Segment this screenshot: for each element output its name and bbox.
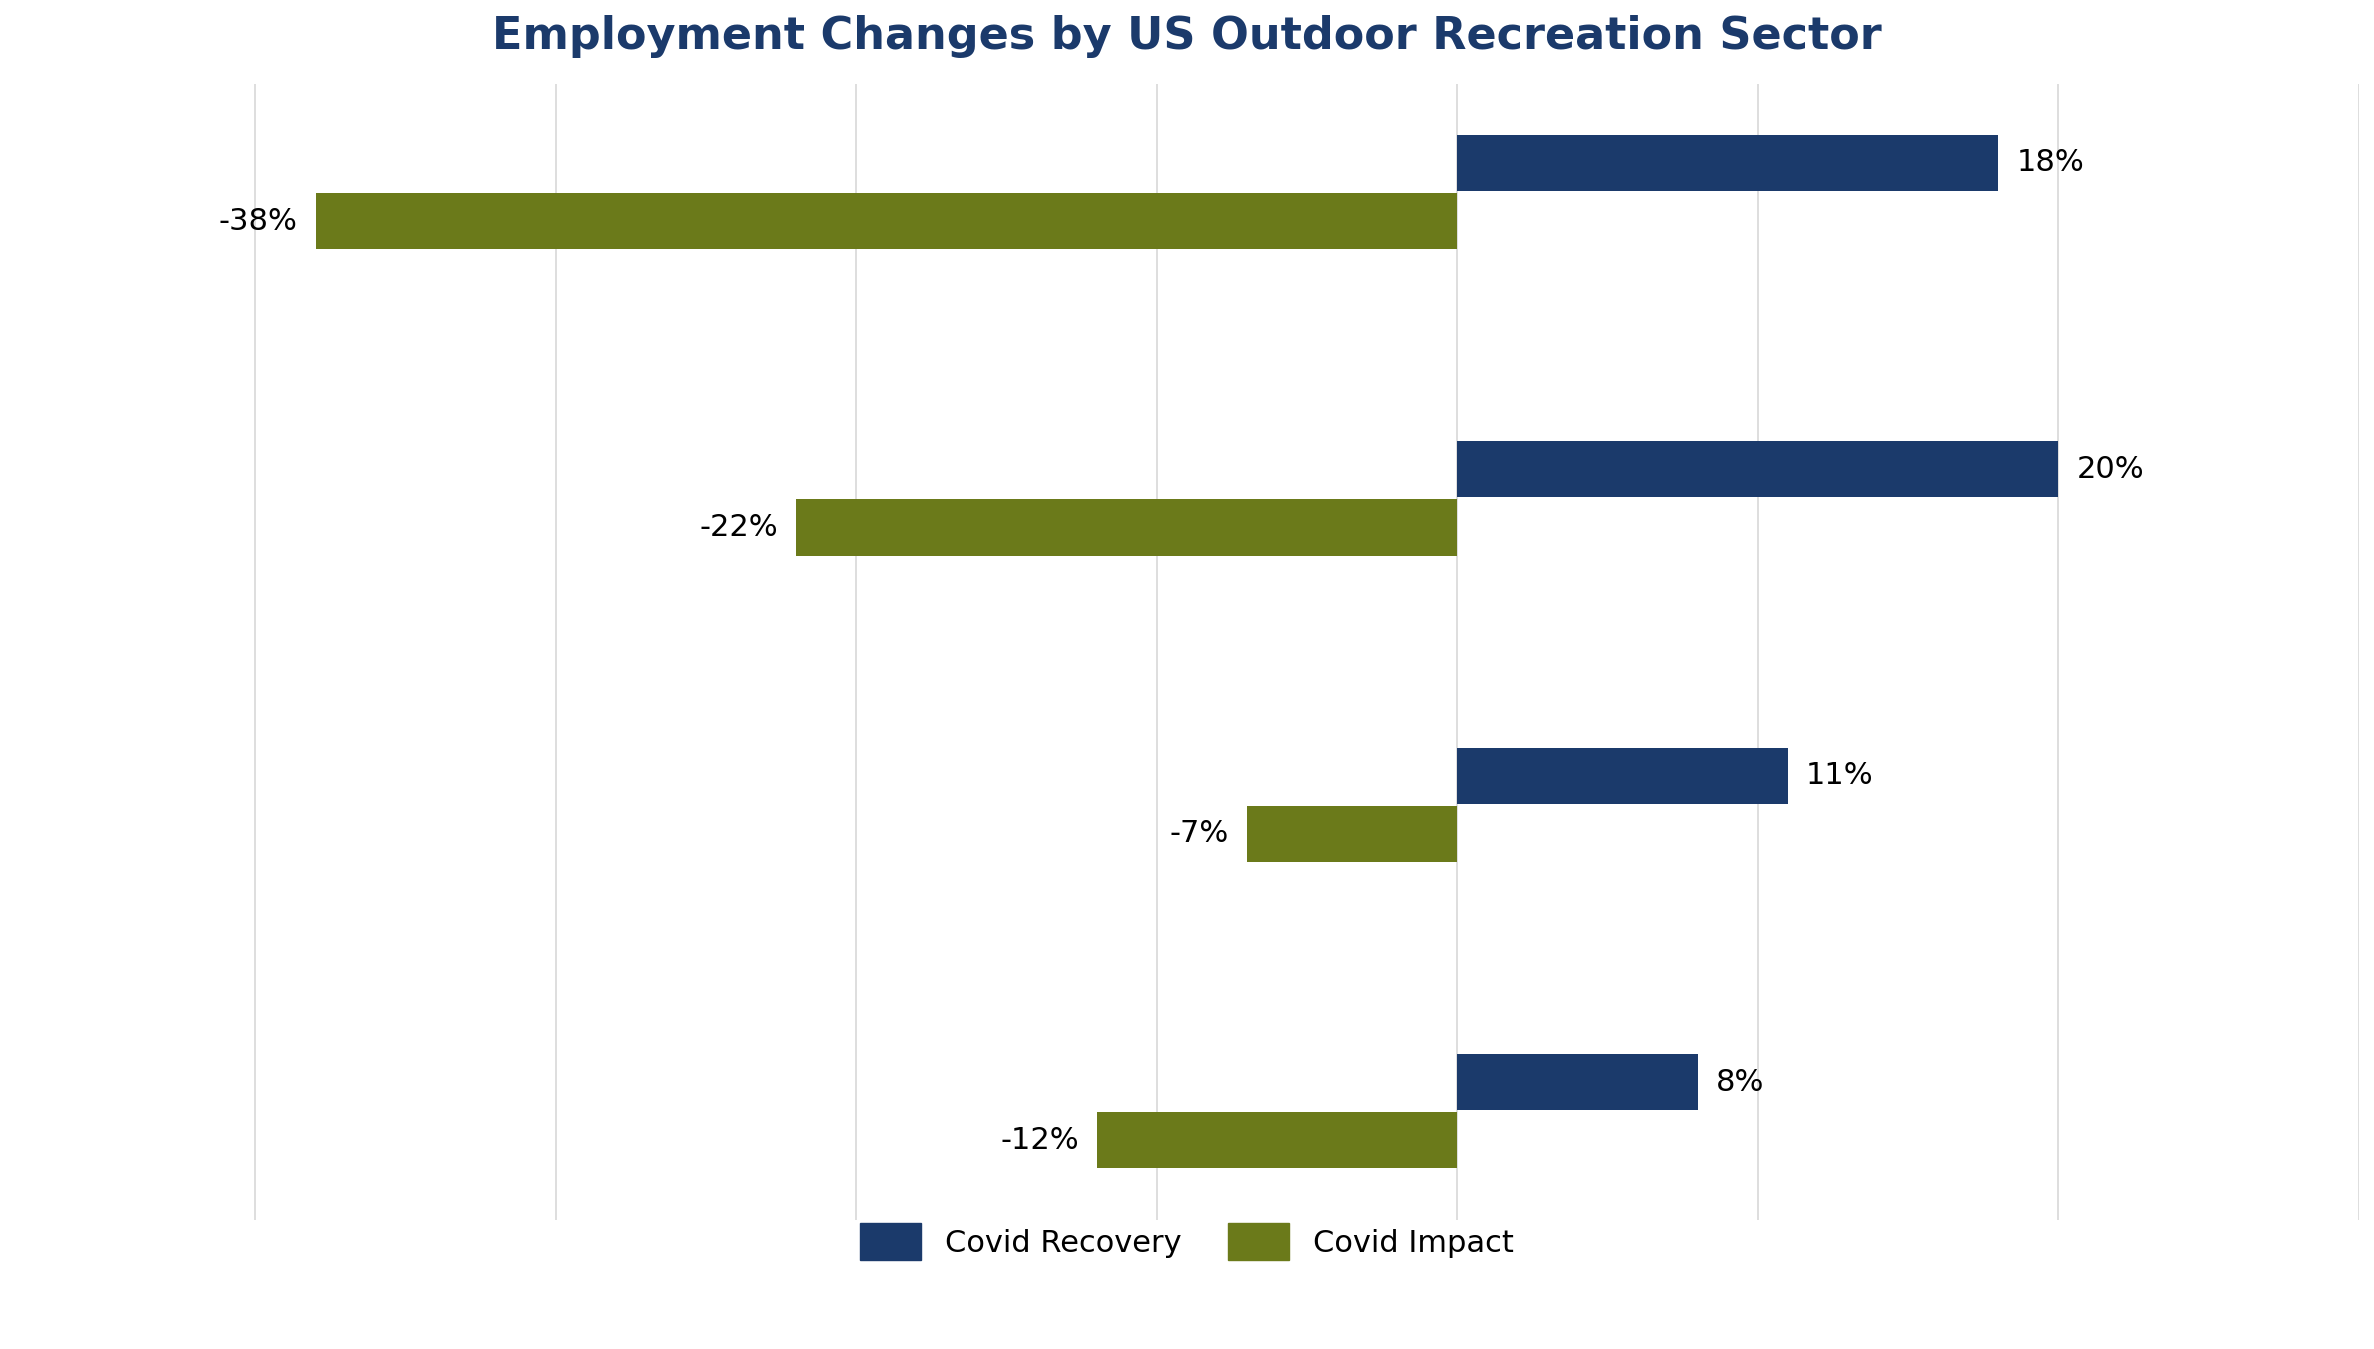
Bar: [1458, 135, 1999, 192]
Text: -12%: -12%: [999, 1126, 1078, 1155]
Text: -22%: -22%: [700, 513, 779, 542]
Text: 11%: 11%: [1807, 761, 1873, 791]
Bar: [316, 193, 1458, 250]
Text: -38%: -38%: [218, 206, 297, 236]
Bar: [1458, 1054, 1697, 1110]
Bar: [795, 499, 1458, 556]
Text: 20%: 20%: [2077, 455, 2144, 484]
Text: 18%: 18%: [2016, 148, 2084, 177]
Text: 8%: 8%: [1716, 1067, 1764, 1097]
Bar: [1246, 805, 1458, 862]
Title: Employment Changes by US Outdoor Recreation Sector: Employment Changes by US Outdoor Recreat…: [491, 15, 1883, 58]
Text: -7%: -7%: [1170, 819, 1230, 849]
Bar: [1458, 747, 1788, 804]
Bar: [1458, 441, 2058, 498]
Legend: Covid Recovery, Covid Impact: Covid Recovery, Covid Impact: [848, 1210, 1526, 1272]
Bar: [1097, 1113, 1458, 1168]
